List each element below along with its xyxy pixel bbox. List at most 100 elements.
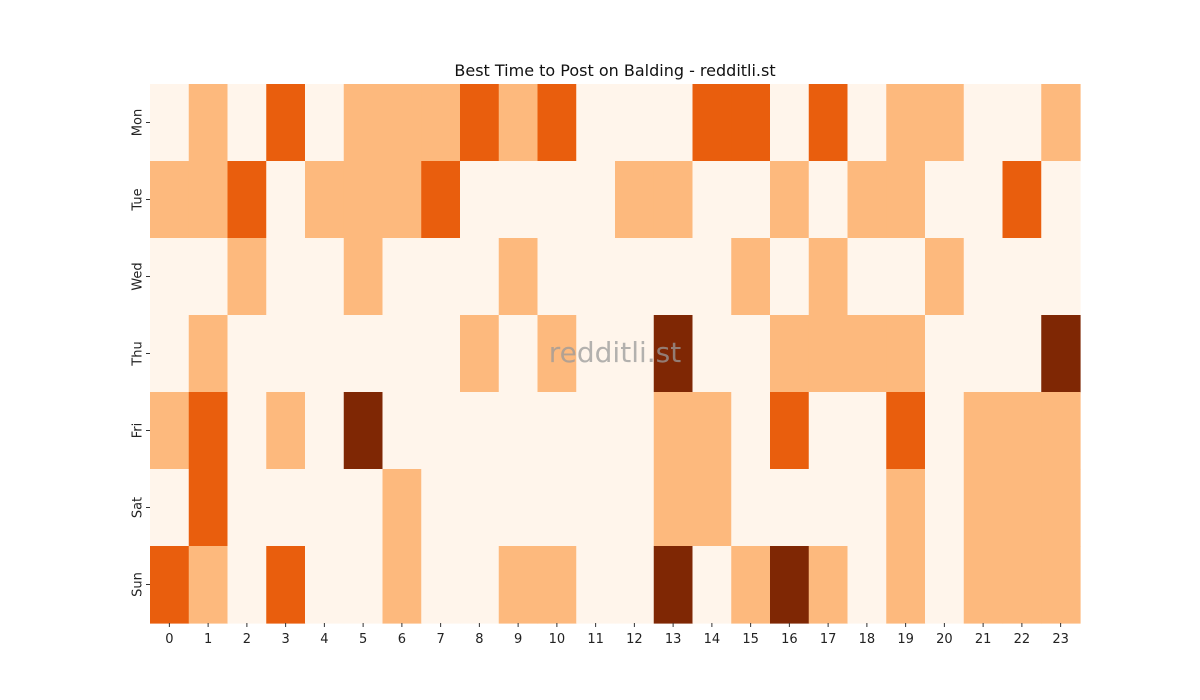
heatmap-cell-mon-5 [343, 84, 384, 162]
heatmap-cell-sun-6 [382, 546, 422, 624]
x-tick-label: 11 [587, 632, 604, 647]
x-tick-label: 12 [626, 632, 643, 647]
heatmap-cell-sun-4 [305, 546, 345, 624]
heatmap-cell-wed-17 [808, 238, 849, 316]
heatmap-cell-mon-6 [382, 84, 422, 162]
heatmap-cell-sun-14 [692, 546, 732, 624]
heatmap-cell-sun-18 [847, 546, 887, 624]
heatmap-cell-tue-17 [808, 161, 849, 239]
heatmap-cell-sun-13 [653, 546, 694, 624]
x-tick-label: 2 [243, 632, 251, 647]
heatmap-cell-mon-20 [925, 84, 965, 162]
heatmap-cell-fri-14 [692, 392, 732, 470]
x-tick-label: 14 [704, 632, 721, 647]
heatmap-cell-thu-8 [460, 315, 500, 393]
heatmap-cell-wed-9 [498, 238, 539, 316]
heatmap-cell-thu-21 [963, 315, 1004, 393]
y-tick-label: Tue [131, 188, 146, 211]
heatmap-cell-sun-0 [150, 546, 190, 624]
heatmap-cell-wed-8 [460, 238, 500, 316]
x-tick-label: 20 [936, 632, 953, 647]
heatmap-cell-wed-0 [150, 238, 190, 316]
heatmap-cells [150, 84, 1081, 624]
heatmap-cell-sat-20 [925, 469, 965, 547]
heatmap-cell-mon-0 [150, 84, 190, 162]
heatmap-cell-sun-17 [808, 546, 849, 624]
heatmap-cell-fri-4 [305, 392, 345, 470]
heatmap-cell-tue-18 [847, 161, 887, 239]
heatmap-cell-fri-18 [847, 392, 887, 470]
heatmap-cell-sat-12 [615, 469, 655, 547]
heatmap-cell-fri-16 [770, 392, 810, 470]
heatmap-cell-wed-10 [537, 238, 577, 316]
heatmap-cell-sat-19 [886, 469, 926, 547]
heatmap-cell-fri-22 [1002, 392, 1042, 470]
heatmap-cell-mon-13 [653, 84, 694, 162]
heatmap-cell-mon-19 [886, 84, 926, 162]
heatmap-cell-sat-13 [653, 469, 694, 547]
heatmap-cell-sun-22 [1002, 546, 1042, 624]
heatmap-cell-sat-5 [343, 469, 384, 547]
heatmap-cell-sun-7 [421, 546, 461, 624]
heatmap-cell-mon-22 [1002, 84, 1042, 162]
heatmap-cell-sat-4 [305, 469, 345, 547]
heatmap-cell-sat-6 [382, 469, 422, 547]
heatmap-cell-sat-9 [498, 469, 539, 547]
heatmap-cell-tue-0 [150, 161, 190, 239]
heatmap-cell-tue-8 [460, 161, 500, 239]
y-tick-label: Fri [131, 423, 146, 439]
y-tick-label: Thu [131, 341, 146, 366]
heatmap-cell-sat-1 [188, 469, 229, 547]
heatmap-cell-sat-8 [460, 469, 500, 547]
heatmap-cell-tue-22 [1002, 161, 1042, 239]
heatmap-cell-mon-23 [1041, 84, 1081, 162]
heatmap-cell-tue-11 [576, 161, 616, 239]
x-tick-label: 15 [742, 632, 759, 647]
x-tick-label: 19 [897, 632, 914, 647]
heatmap-cell-wed-21 [963, 238, 1004, 316]
heatmap-cell-tue-10 [537, 161, 577, 239]
heatmap-cell-fri-11 [576, 392, 616, 470]
heatmap-cell-wed-16 [770, 238, 810, 316]
x-tick-label: 18 [859, 632, 876, 647]
heatmap-cell-fri-7 [421, 392, 461, 470]
heatmap-cell-tue-21 [963, 161, 1004, 239]
heatmap-cell-mon-2 [227, 84, 267, 162]
heatmap-cell-thu-18 [847, 315, 887, 393]
y-axis: Mon Tue Wed Thu Fri Sat Sun [131, 109, 150, 597]
heatmap-cell-mon-9 [498, 84, 539, 162]
chart-title: Best Time to Post on Balding - redditli.… [454, 61, 775, 80]
heatmap-cell-mon-8 [460, 84, 500, 162]
heatmap-cell-sat-18 [847, 469, 887, 547]
x-tick-label: 21 [975, 632, 992, 647]
y-tick-label: Wed [131, 262, 146, 290]
heatmap-cell-sat-7 [421, 469, 461, 547]
heatmap-cell-fri-6 [382, 392, 422, 470]
heatmap-cell-sun-5 [343, 546, 384, 624]
heatmap-cell-mon-12 [615, 84, 655, 162]
heatmap-cell-mon-4 [305, 84, 345, 162]
heatmap-cell-fri-1 [188, 392, 229, 470]
x-tick-label: 7 [436, 632, 444, 647]
heatmap-cell-fri-5 [343, 392, 384, 470]
heatmap-cell-sun-12 [615, 546, 655, 624]
x-tick-label: 22 [1014, 632, 1031, 647]
heatmap-cell-wed-14 [692, 238, 732, 316]
heatmap-cell-wed-19 [886, 238, 926, 316]
heatmap-cell-tue-20 [925, 161, 965, 239]
heatmap-cell-thu-10 [537, 315, 577, 393]
x-tick-label: 5 [359, 632, 367, 647]
heatmap-cell-fri-17 [808, 392, 849, 470]
x-tick-label: 17 [820, 632, 837, 647]
heatmap-cell-thu-4 [305, 315, 345, 393]
heatmap-cell-thu-6 [382, 315, 422, 393]
x-tick-label: 1 [204, 632, 212, 647]
heatmap-cell-tue-7 [421, 161, 461, 239]
heatmap-cell-thu-12 [615, 315, 655, 393]
heatmap-cell-fri-13 [653, 392, 694, 470]
heatmap-cell-wed-18 [847, 238, 887, 316]
heatmap-cell-tue-9 [498, 161, 539, 239]
heatmap-cell-tue-13 [653, 161, 694, 239]
heatmap-cell-mon-15 [731, 84, 771, 162]
heatmap-cell-fri-8 [460, 392, 500, 470]
